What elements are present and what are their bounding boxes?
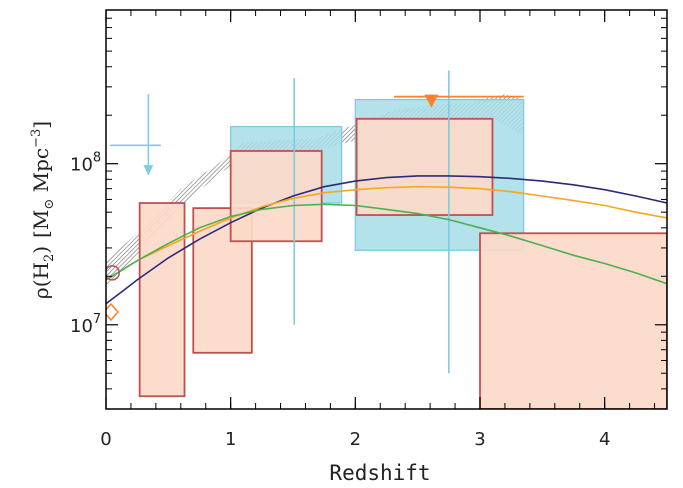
y-axis-title-sub: 2 xyxy=(42,254,57,262)
salmon-box-4 xyxy=(355,117,494,216)
y-axis-title-units: [M xyxy=(29,210,53,238)
x-tick-label: 2 xyxy=(350,429,361,450)
x-tick-label: 1 xyxy=(225,429,236,450)
y-axis-title-units-close: ] xyxy=(29,121,53,129)
svg-text:ρ(H2)[M⊙ Mpc−3]: ρ(H2) [M⊙ Mpc−3] xyxy=(29,121,57,299)
y-tick-label: 108 xyxy=(70,151,101,176)
model-curve-3 xyxy=(106,203,667,285)
y-tick-label-exponent: 7 xyxy=(93,312,101,327)
y-axis-title-units-rest: Mpc xyxy=(29,148,53,199)
y-tick-label-base: 10 xyxy=(70,316,93,337)
y-axis-title: ρ(H2) [M⊙ Mpc−3] xyxy=(29,121,57,299)
x-tick-label: 0 xyxy=(100,429,111,450)
y-axis-title-units-sub: ⊙ xyxy=(42,199,57,210)
y-axis-title-close: ) xyxy=(29,246,53,254)
marker-circle xyxy=(106,265,120,281)
x-tick-label: 3 xyxy=(474,429,485,450)
salmon-box-1 xyxy=(138,202,186,398)
plot-area xyxy=(106,70,667,409)
orange-limit-triangle xyxy=(424,94,439,108)
salmon-box-5 xyxy=(479,232,667,409)
y-tick-label-exponent: 8 xyxy=(93,151,101,166)
x-tick-label: 4 xyxy=(599,429,610,450)
y-axis-title-main: ρ(H xyxy=(29,262,53,299)
plot-frame xyxy=(105,9,668,410)
y-axis-title-units-sup: −3 xyxy=(29,129,44,148)
model-curve-1 xyxy=(106,175,667,305)
x-axis-title: Redshift xyxy=(329,461,430,485)
y-tick-label: 107 xyxy=(70,312,101,337)
y-tick-label-base: 10 xyxy=(70,155,93,176)
cyan-limit-arrow xyxy=(143,165,154,176)
model-curve-2 xyxy=(106,185,667,281)
